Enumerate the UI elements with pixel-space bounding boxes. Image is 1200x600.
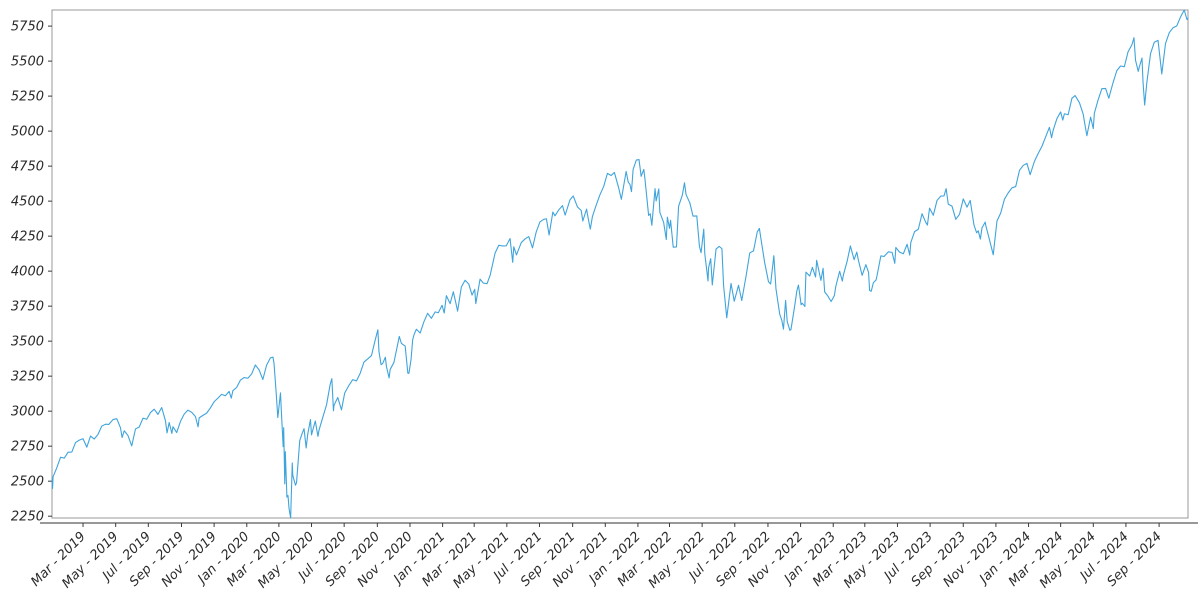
y-tick-label: 2250 [11, 510, 44, 525]
y-tick-label: 4750 [11, 160, 44, 175]
y-tick-label: 3500 [11, 335, 44, 350]
price-line [51, 9, 1189, 519]
y-tick-label: 4500 [11, 195, 44, 210]
y-tick-label: 4250 [11, 230, 44, 245]
y-tick-label: 5500 [11, 55, 44, 70]
y-tick-label: 2750 [11, 440, 44, 455]
y-tick-label: 3250 [11, 370, 44, 385]
y-tick-label: 3000 [11, 405, 44, 420]
y-tick-label: 3750 [11, 300, 44, 315]
y-tick-label: 4000 [11, 265, 44, 280]
y-tick-label: 2500 [11, 475, 44, 490]
y-tick-label: 5250 [11, 90, 44, 105]
y-tick-label: 5750 [11, 20, 44, 35]
y-tick-label: 5000 [11, 125, 44, 140]
plot-border [51, 9, 1189, 519]
